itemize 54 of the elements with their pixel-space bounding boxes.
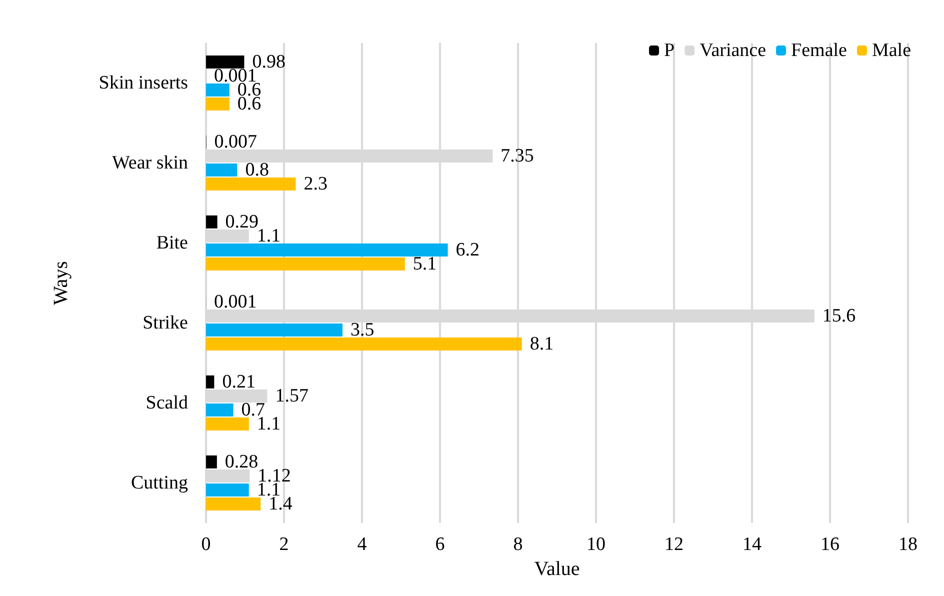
data-label: 1.1 bbox=[256, 225, 281, 246]
y-tick-label: Wear skin bbox=[112, 152, 188, 174]
x-tick-label: 0 bbox=[201, 534, 211, 555]
x-tick-label: 16 bbox=[820, 534, 840, 555]
x-tick-label: 6 bbox=[435, 534, 445, 555]
x-tick-label: 12 bbox=[664, 534, 684, 555]
y-axis-title: Ways bbox=[50, 260, 72, 305]
data-label: 2.3 bbox=[304, 174, 328, 195]
bar bbox=[206, 258, 405, 271]
bar bbox=[206, 498, 261, 511]
bar bbox=[206, 404, 234, 417]
bar bbox=[206, 98, 230, 111]
bar bbox=[206, 215, 218, 228]
y-tick-label: Skin inserts bbox=[98, 72, 188, 94]
bar bbox=[206, 418, 249, 431]
y-tick-label: Bite bbox=[156, 232, 188, 254]
legend-label: Variance bbox=[700, 40, 766, 61]
legend-label: Female bbox=[791, 40, 847, 61]
x-tick-label: 10 bbox=[586, 534, 606, 555]
x-tick-label: 8 bbox=[513, 534, 523, 555]
bar bbox=[206, 55, 244, 68]
data-label: 0.001 bbox=[214, 291, 257, 312]
data-label: 5.1 bbox=[412, 254, 437, 275]
y-tick-label: Scald bbox=[146, 392, 188, 414]
x-axis-title: Value bbox=[534, 558, 580, 580]
bar bbox=[206, 164, 238, 177]
data-label: 6.2 bbox=[456, 240, 480, 261]
data-label: 0.29 bbox=[225, 211, 259, 232]
bar bbox=[206, 84, 230, 97]
x-tick-label: 14 bbox=[742, 534, 762, 555]
data-label: 1.57 bbox=[275, 385, 308, 406]
y-tick-label: Cutting bbox=[130, 472, 188, 494]
bar bbox=[206, 178, 296, 191]
bar bbox=[206, 338, 522, 351]
x-tick-label: 18 bbox=[898, 534, 918, 555]
data-label: 0.98 bbox=[252, 51, 286, 72]
data-label: 3.5 bbox=[350, 320, 374, 341]
data-label: 0.28 bbox=[224, 451, 258, 472]
bar bbox=[206, 455, 217, 468]
bar bbox=[206, 324, 342, 337]
legend-label: P bbox=[664, 40, 675, 61]
y-tick-label: Strike bbox=[142, 312, 188, 334]
legend-label: Male bbox=[872, 40, 912, 61]
data-label: 15.6 bbox=[822, 305, 856, 326]
data-label: 7.35 bbox=[500, 145, 534, 166]
bar bbox=[206, 484, 249, 497]
data-label: 0.007 bbox=[214, 131, 258, 152]
x-tick-label: 4 bbox=[357, 534, 368, 555]
bar bbox=[206, 244, 448, 257]
bar bbox=[206, 375, 214, 388]
data-label: 0.8 bbox=[245, 160, 269, 181]
data-label: 8.1 bbox=[530, 334, 554, 355]
x-tick-label: 2 bbox=[279, 534, 289, 555]
data-label: 0.21 bbox=[222, 371, 256, 392]
